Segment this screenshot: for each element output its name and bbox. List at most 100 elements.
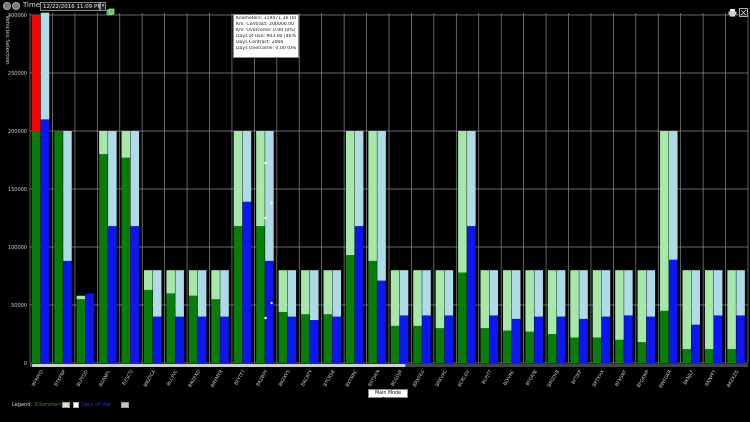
- x-tick-label: BWFGKR: [658, 368, 674, 389]
- calendar-dropdown-icon[interactable]: ▾: [100, 2, 106, 11]
- bar-days-remaining: [646, 270, 656, 317]
- date-field[interactable]: 12/22/2016 11:09 PM: [40, 2, 102, 11]
- bar-days-of-use: [152, 316, 162, 363]
- bar-days-of-use: [399, 315, 409, 363]
- x-tick-label: BRXFEG: [412, 369, 427, 388]
- bar-days-remaining: [377, 131, 386, 281]
- bar-days-of-use: [556, 316, 566, 363]
- bar-days-of-use: [85, 293, 95, 363]
- bar-days-of-use: [422, 315, 431, 363]
- legend-days-swatch[interactable]: [121, 402, 129, 408]
- hover-marker: [264, 316, 267, 320]
- bar-days-remaining: [736, 270, 745, 316]
- bar-days-remaining: [287, 270, 297, 317]
- tooltip-line: Days Overcome: 0.00 (0%): [236, 46, 296, 51]
- time-toggle-icon[interactable]: [12, 2, 20, 10]
- bar-kilometers: [368, 260, 377, 363]
- bar-days-of-use: [624, 315, 633, 363]
- tooltip: Kilometers: 119471.30 (60%) Km. Contract…: [233, 14, 299, 58]
- x-tick-label: BXTNRC: [345, 369, 360, 388]
- bar-days-of-use: [242, 201, 252, 363]
- legend-kilometers-swatch[interactable]: [62, 402, 70, 408]
- scroll-thumb[interactable]: [32, 364, 406, 367]
- x-tick-label: BFYTFT: [233, 369, 247, 387]
- bar-kilometers-remaining: [435, 270, 445, 329]
- bar-days-of-use: [736, 315, 745, 363]
- bar-kilometers: [660, 310, 669, 363]
- bar-days-of-use: [265, 260, 274, 363]
- bar-kilometers: [166, 293, 175, 363]
- bar-kilometers: [704, 349, 714, 363]
- legend-days-checkbox[interactable]: [73, 402, 79, 408]
- y-tick-label: 50000: [11, 303, 27, 309]
- bar-kilometers: [121, 157, 131, 363]
- export-icon[interactable]: [739, 2, 748, 17]
- bar-kilometers-remaining: [615, 270, 624, 340]
- y-tick-label: 250000: [8, 71, 27, 77]
- x-tick-label: BTKFNP: [53, 369, 67, 388]
- bar-kilometers-remaining: [637, 270, 647, 343]
- back-icon[interactable]: [3, 2, 11, 10]
- bar-kilometers-remaining: [166, 270, 175, 294]
- bar-kilometers: [592, 337, 602, 363]
- tooltip-line: Km. Contract: 200000.00: [236, 22, 295, 27]
- bar-kilometers-remaining: [211, 270, 220, 300]
- y-tick-label: 100000: [8, 245, 27, 251]
- bar-kilometers-remaining: [233, 131, 243, 227]
- bar-days-remaining: [579, 270, 588, 319]
- tooltip-line: Days of Use: 903.00 (46%): [236, 34, 296, 39]
- bar-days-of-use: [130, 226, 140, 363]
- bar-kilometers-remaining: [76, 295, 86, 300]
- bar-kilometers-remaining: [278, 270, 288, 312]
- bar-kilometers: [143, 289, 153, 363]
- bar-days-remaining: [444, 270, 454, 316]
- bar-days-of-use: [534, 316, 543, 363]
- bar-days-remaining: [399, 270, 409, 316]
- bar-kilometers: [54, 131, 63, 363]
- x-tick-label: BTCRSB: [322, 369, 336, 388]
- bar-kilometers: [480, 328, 490, 363]
- x-tick-label: BXTSKN: [367, 369, 381, 388]
- bar-kilometers-remaining: [592, 270, 602, 338]
- x-tick-label: BPGDYB: [546, 369, 561, 388]
- bar-days-of-use: [669, 259, 678, 363]
- x-tick-label: BKCRTY: [300, 369, 314, 387]
- x-tick-label: BPTXHX: [591, 369, 605, 388]
- x-tick-label: BZSCTJ: [121, 369, 134, 386]
- bar-kilometers-remaining: [143, 270, 153, 290]
- bar-days-of-use: [108, 226, 117, 363]
- bar-kilometers: [278, 311, 288, 363]
- bar-days-remaining: [556, 270, 566, 317]
- bar-days-remaining: [332, 270, 341, 317]
- bar-kilometers-remaining: [458, 131, 467, 273]
- x-tick-label: BLPFDD: [76, 369, 91, 388]
- x-ticks: BFRPFD BTKFNP BLPFDD BGRNFL BZSCTJ BNZTCA BLCP…: [31, 368, 741, 389]
- bar-kilometers: [211, 299, 220, 363]
- bar-days-of-use: [287, 316, 297, 363]
- y-ticks: 0 50000 100000 150000 200000 250000 300000: [8, 13, 27, 367]
- bar-kilometers: [727, 349, 736, 363]
- bar-kilometers-remaining: [660, 131, 669, 311]
- bar-kilometers: [413, 325, 422, 363]
- bar-days-remaining: [669, 131, 678, 260]
- bar-days-of-use: [467, 226, 476, 363]
- bar-days-remaining: [152, 270, 162, 317]
- bar-kilometers-remaining: [323, 270, 333, 315]
- bar-kilometers: [458, 272, 467, 363]
- bar-kilometers-remaining: [704, 270, 714, 350]
- legend-days-label: Days of Use: [81, 402, 111, 408]
- bar-kilometers-remaining: [121, 131, 131, 158]
- y-tick-label: 150000: [8, 187, 27, 193]
- bar-days-remaining: [197, 270, 207, 317]
- x-tick-label: BNZTCA: [143, 368, 158, 388]
- bar-days-of-use: [601, 316, 611, 363]
- bar-days-remaining: [130, 131, 140, 227]
- bar-days-of-use: [175, 316, 184, 363]
- bar-days-remaining: [489, 270, 499, 316]
- bar-kilometers: [256, 226, 265, 363]
- x-tick-label: BKNPFT: [704, 369, 718, 388]
- bar-kilometers: [76, 299, 86, 363]
- x-tick-label: BKZBPY: [255, 369, 269, 388]
- tooltip-line: Kilometers: 119471.30 (60%): [236, 16, 296, 21]
- bar-days-of-use: [220, 316, 229, 363]
